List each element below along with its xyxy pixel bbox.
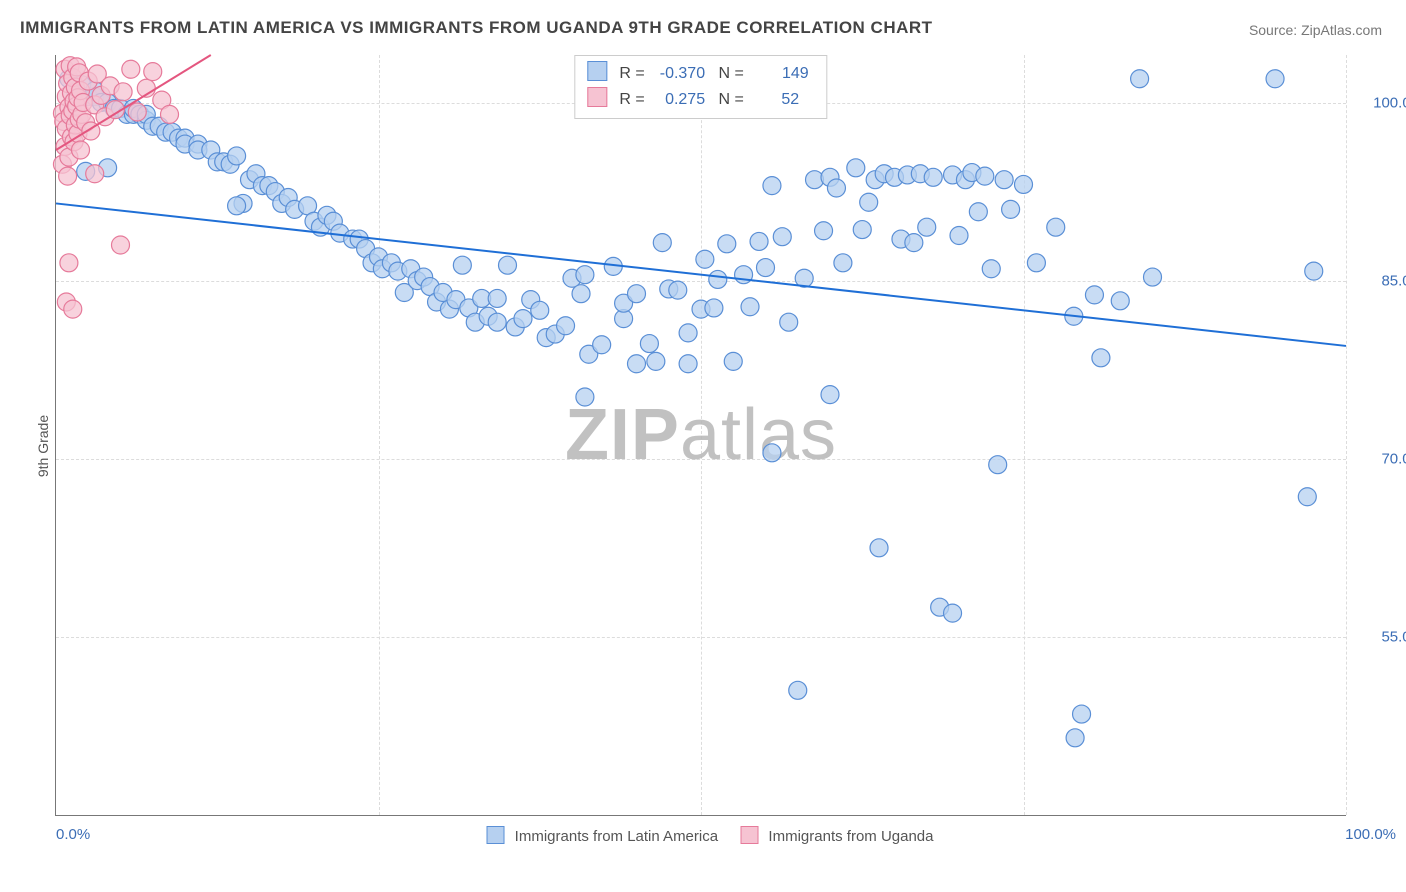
- plot-svg: [56, 55, 1346, 815]
- y-axis-label: 9th Grade: [35, 415, 51, 477]
- chart-title: IMMIGRANTS FROM LATIN AMERICA VS IMMIGRA…: [20, 18, 933, 38]
- swatch-series-2: [587, 87, 607, 107]
- n-value-2: 52: [757, 88, 799, 113]
- x-tick-max: 100.0%: [1345, 826, 1396, 843]
- stats-row-2: R = 0.275 N = 52: [587, 87, 808, 113]
- legend: Immigrants from Latin America Immigrants…: [469, 826, 934, 845]
- scatter-chart: ZIPatlas R = -0.370 N = 149 R = 0.275 N …: [55, 55, 1346, 816]
- r-value-2: 0.275: [649, 88, 705, 113]
- legend-swatch-2: [740, 826, 758, 844]
- y-tick-label: 85.0%: [1354, 272, 1406, 289]
- stats-row-1: R = -0.370 N = 149: [587, 61, 808, 87]
- y-tick-label: 70.0%: [1354, 450, 1406, 467]
- legend-label-2: Immigrants from Uganda: [768, 828, 933, 845]
- y-tick-label: 55.0%: [1354, 628, 1406, 645]
- swatch-series-1: [587, 61, 607, 81]
- legend-label-1: Immigrants from Latin America: [515, 828, 718, 845]
- correlation-stats-box: R = -0.370 N = 149 R = 0.275 N = 52: [574, 55, 827, 119]
- y-tick-label: 100.0%: [1354, 94, 1406, 111]
- chart-source: Source: ZipAtlas.com: [1249, 22, 1382, 38]
- n-value-1: 149: [753, 62, 809, 87]
- x-tick-min: 0.0%: [56, 826, 90, 843]
- legend-swatch-1: [487, 826, 505, 844]
- r-value-1: -0.370: [649, 62, 705, 87]
